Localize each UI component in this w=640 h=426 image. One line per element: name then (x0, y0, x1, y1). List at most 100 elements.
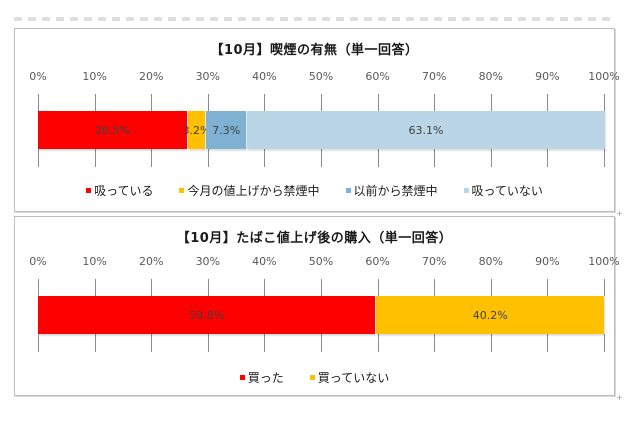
tick-label: 10% (82, 70, 107, 83)
tick-mark (151, 149, 153, 167)
tick-label: 50% (308, 255, 334, 268)
tick-label: 30% (195, 70, 221, 83)
data-label: 63.1% (408, 123, 444, 137)
tick-mark (434, 334, 436, 352)
tick-mark (321, 94, 322, 111)
tick-label: 30% (195, 255, 221, 268)
tick-mark (434, 279, 436, 296)
chart-title: 【10月】喫煙の有無（単一回答） (210, 43, 419, 58)
tick-label: 60% (365, 255, 390, 268)
tick-label: 40% (252, 255, 277, 268)
bar-segment: 63.1% (247, 111, 605, 149)
legend-item: 吸っている (86, 182, 153, 199)
tick-mark (434, 94, 436, 111)
legend-item: 以前から禁煙中 (345, 182, 438, 199)
tick-mark (94, 149, 96, 167)
tick-mark (38, 279, 39, 296)
legend-label: 吸っている (94, 184, 154, 198)
legend: 買った 買っていない (15, 369, 614, 386)
tick-mark (94, 279, 96, 296)
data-label: 7.3% (212, 123, 241, 137)
tick-label: 60% (365, 70, 390, 83)
tick-mark (604, 279, 605, 296)
tick-mark (207, 334, 209, 352)
tick-label: 90% (535, 70, 560, 83)
tick-label: 20% (138, 70, 164, 83)
legend-item: 今月の値上げから禁煙中 (179, 182, 320, 199)
bar-segment: 59.8% (38, 296, 376, 334)
tick-mark (490, 94, 492, 111)
tick-label: 100% (588, 70, 620, 83)
tick-mark (94, 94, 96, 111)
tick-mark (490, 149, 492, 167)
tick-mark (151, 94, 153, 111)
legend-swatch-icon (345, 188, 351, 193)
tick-mark (321, 334, 322, 352)
chart-panel-purchase-after-price-increase: 【10月】たばこ値上げ後の購入（単一回答） 0% 10% 20% 30% 40% 50% 6… (14, 216, 623, 402)
tick-mark (547, 94, 549, 111)
legend-label: 買っていない (317, 371, 390, 385)
tick-label: 40% (252, 70, 277, 83)
tick-mark (434, 149, 436, 167)
legend-swatch-icon (309, 375, 315, 380)
tick-mark (321, 149, 322, 167)
legend-swatch-icon (86, 188, 92, 193)
bar-segment: 3.2% (183, 111, 211, 149)
tick-mark (604, 334, 605, 352)
bar-segment: 7.3% (206, 111, 247, 149)
tick-label: 70% (421, 70, 447, 83)
tick-label: 0% (29, 255, 47, 268)
chart-title: 【10月】たばこ値上げ後の購入（単一回答） (176, 231, 453, 246)
bar-segment: 40.2% (376, 296, 604, 334)
tick-label: 10% (82, 255, 107, 268)
legend: 吸っている 今月の値上げから禁煙中 以前から禁煙中 吸っていない (15, 182, 614, 199)
legend-item: 買っていない (309, 369, 390, 386)
tick-mark (377, 149, 379, 167)
data-label: 59.8% (189, 308, 225, 322)
tick-label: 80% (478, 70, 504, 83)
resize-handle-icon: + (616, 209, 623, 218)
resize-handle-icon: + (616, 393, 623, 402)
tick-mark (377, 334, 379, 352)
data-label: 40.2% (472, 308, 508, 322)
tick-mark (151, 334, 153, 352)
tick-mark (490, 334, 492, 352)
cropped-header-text (14, 17, 614, 21)
tick-mark (38, 149, 39, 167)
tick-mark (264, 279, 266, 296)
tick-mark (547, 149, 549, 167)
tick-mark (490, 279, 492, 296)
tick-mark (207, 149, 209, 167)
legend-label: 買った (247, 371, 284, 385)
legend-label: 以前から禁煙中 (353, 184, 438, 198)
tick-mark (151, 279, 153, 296)
tick-mark (38, 334, 39, 352)
tick-label: 70% (421, 255, 447, 268)
tick-mark (604, 149, 605, 167)
tick-label: 20% (138, 255, 164, 268)
tick-label: 50% (308, 70, 334, 83)
data-label: 3.2% (182, 123, 211, 137)
tick-label: 80% (478, 255, 504, 268)
tick-mark (207, 94, 209, 111)
tick-mark (207, 279, 209, 296)
tick-mark (264, 94, 266, 111)
legend-item: 買った (239, 369, 284, 386)
tick-mark (547, 334, 549, 352)
legend-swatch-icon (239, 375, 245, 380)
tick-mark (38, 94, 39, 111)
tick-mark (321, 279, 322, 296)
tick-mark (264, 149, 266, 167)
tick-mark (94, 334, 96, 352)
tick-label: 90% (535, 255, 560, 268)
tick-mark (264, 334, 266, 352)
data-label: 26.5% (95, 123, 130, 137)
legend-swatch-icon (179, 188, 185, 193)
tick-mark (377, 94, 379, 111)
legend-item: 吸っていない (463, 182, 543, 199)
chart-panel-smoking-status: 【10月】喫煙の有無（単一回答） 0% 10% 20% 30% 40% 50% 60% 70%… (14, 28, 623, 218)
tick-mark (377, 279, 379, 296)
bar-segment: 26.5% (38, 111, 187, 149)
tick-label: 0% (29, 70, 47, 83)
tick-mark (604, 94, 605, 111)
